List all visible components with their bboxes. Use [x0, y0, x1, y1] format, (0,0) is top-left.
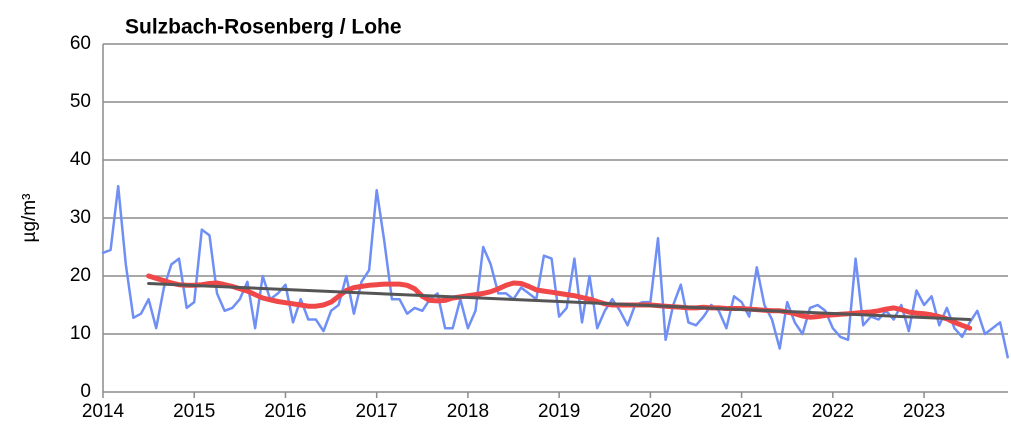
y-tick-label: 50: [70, 91, 91, 112]
x-tick-label: 2022: [812, 401, 854, 422]
x-tick-label: 2014: [82, 401, 125, 422]
x-tick-label: 2023: [903, 401, 945, 422]
y-tick-label: 20: [70, 265, 91, 286]
series-line: [147, 282, 972, 321]
x-tick-label: 2015: [173, 401, 215, 422]
y-tick-label: 40: [70, 149, 91, 170]
x-tick-label: 2021: [720, 401, 762, 422]
x-tick-label: 2016: [264, 401, 306, 422]
y-tick-label: 60: [70, 33, 91, 54]
y-tick-label: 0: [80, 381, 91, 402]
x-tick-label: 2018: [447, 401, 489, 422]
y-tick-label: 10: [70, 323, 91, 344]
y-tick-label: 30: [70, 207, 91, 228]
chart-title: Sulzbach-Rosenberg / Lohe: [125, 16, 402, 39]
y-axis-label: µg/m³: [19, 194, 40, 243]
x-tick-label: 2017: [356, 401, 398, 422]
x-tick-label: 2019: [538, 401, 580, 422]
x-tick-label: 2020: [629, 401, 671, 422]
series-line: [101, 184, 1009, 359]
